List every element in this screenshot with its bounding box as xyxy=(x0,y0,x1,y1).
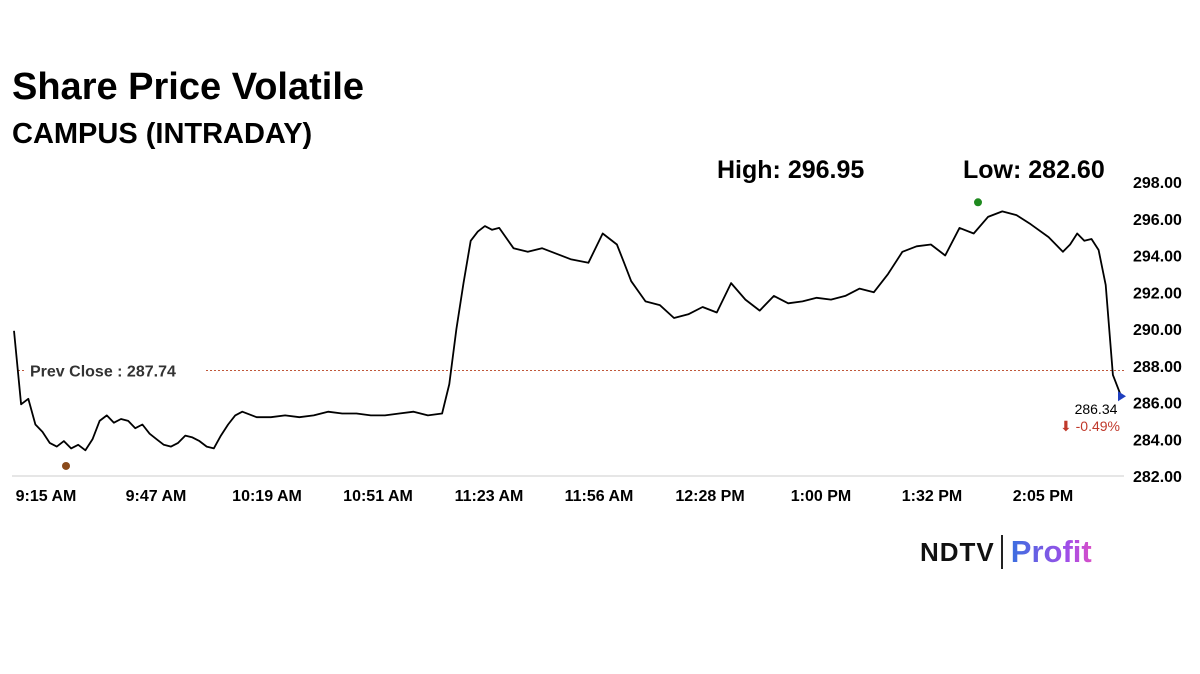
high-marker xyxy=(974,198,982,207)
prev-close-label: Prev Close : 287.74 xyxy=(30,364,176,381)
last-price-label: 286.34 xyxy=(1075,401,1118,417)
x-tick-label: 1:32 PM xyxy=(902,488,962,505)
y-tick-label: 286.00 xyxy=(1133,396,1182,413)
x-tick-label: 12:28 PM xyxy=(675,488,744,505)
high-stat: High: 296.95 xyxy=(717,156,865,184)
y-tick-label: 282.00 xyxy=(1133,469,1182,486)
x-tick-label: 1:00 PM xyxy=(791,488,851,505)
y-tick-label: 290.00 xyxy=(1133,322,1182,339)
price-line xyxy=(13,210,1121,452)
y-axis: 298.00 296.00 294.00 292.00 290.00 288.00 286.… xyxy=(1133,175,1182,486)
last-price-marker xyxy=(1118,391,1126,402)
chart-subtitle: CAMPUS (INTRADAY) xyxy=(12,118,313,150)
x-tick-label: 9:47 AM xyxy=(126,488,187,505)
ndtv-wordmark: NDTV xyxy=(920,536,995,567)
low-stat: Low: 282.60 xyxy=(963,156,1105,184)
x-tick-label: 11:23 AM xyxy=(455,488,524,505)
y-tick-label: 294.00 xyxy=(1133,249,1182,266)
prev-close-label-bg xyxy=(26,358,206,381)
y-tick-label: 292.00 xyxy=(1133,285,1182,302)
y-tick-label: 298.00 xyxy=(1133,175,1182,192)
y-tick-label: 284.00 xyxy=(1133,432,1182,449)
x-tick-label: 9:15 AM xyxy=(16,488,77,505)
x-tick-label: 11:56 AM xyxy=(565,488,634,505)
x-tick-label: 10:19 AM xyxy=(232,488,302,505)
x-tick-label: 10:51 AM xyxy=(343,488,413,505)
low-marker xyxy=(62,461,70,470)
chart-title: Share Price Volatile xyxy=(12,66,365,108)
x-axis: 9:15 AM 9:47 AM 10:19 AM 10:51 AM 11:23 AM 11… xyxy=(16,488,1074,505)
x-tick-label: 2:05 PM xyxy=(1013,488,1073,505)
y-tick-label: 288.00 xyxy=(1133,359,1182,376)
profit-wordmark: Profit xyxy=(1010,534,1092,569)
ndtv-profit-logo: NDTV Profit xyxy=(920,532,1092,572)
logo-divider xyxy=(1000,535,1003,569)
change-percent-label: ⬇ -0.49% xyxy=(1060,418,1120,434)
markers xyxy=(62,198,1126,470)
y-tick-label: 296.00 xyxy=(1133,212,1182,229)
